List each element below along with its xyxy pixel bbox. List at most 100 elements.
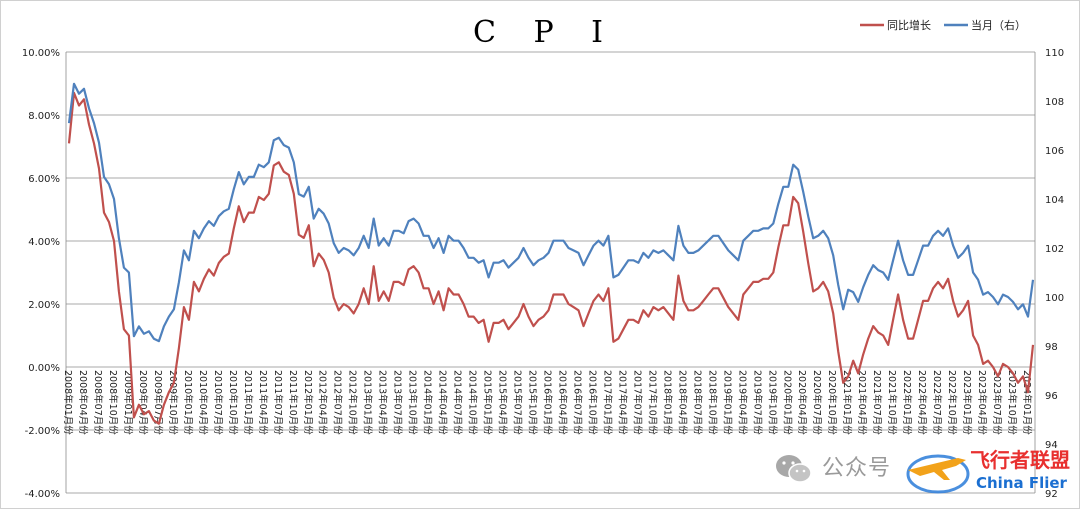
x-tick-label: 2018年10月份: [706, 370, 718, 435]
y-right-tick-label: 98: [1045, 342, 1058, 353]
x-tick-label: 2020年07月份: [811, 370, 823, 435]
x-tick-label: 2015年01月份: [482, 370, 494, 435]
x-tick-label: 2019年04月份: [736, 370, 748, 435]
x-tick-label: 2013年01月份: [362, 370, 374, 435]
watermark-text: 公众号: [822, 456, 892, 481]
x-tick-label: 2012年04月份: [317, 370, 329, 435]
x-tick-label: 2021年10月份: [886, 370, 898, 435]
left-axis-ticks: 10.00% 8.00% 6.00% 4.00% 2.00% 0.00% -2.00% -4.…: [22, 48, 60, 500]
x-tick-label: 2014年04月份: [437, 370, 449, 435]
x-tick-label: 2023年07月份: [991, 370, 1003, 435]
x-tick-label: 2011年04月份: [257, 370, 269, 435]
x-tick-label: 2017年01月份: [601, 370, 613, 435]
x-tick-label: 2012年10月份: [347, 370, 359, 435]
x-tick-label: 2021年01月份: [841, 370, 853, 435]
y-left-tick-label: -4.00%: [25, 489, 60, 500]
x-tick-label: 2024年01月份: [1021, 370, 1033, 435]
x-tick-label: 2019年10月份: [766, 370, 778, 435]
legend: 同比增长 当月（右）: [860, 18, 1026, 32]
y-left-tick-label: 10.00%: [22, 48, 60, 59]
x-tick-label: 2011年01月份: [242, 370, 254, 435]
x-tick-label: 2009年07月份: [152, 370, 164, 435]
x-tick-label: 2016年04月份: [556, 370, 568, 435]
y-right-tick-label: 108: [1045, 97, 1064, 108]
x-tick-label: 2008年01月份: [62, 370, 74, 435]
wechat-icon: [776, 455, 812, 483]
x-tick-label: 2008年04月份: [77, 370, 89, 435]
y-left-tick-label: 4.00%: [28, 237, 60, 248]
y-right-tick-label: 92: [1045, 489, 1058, 500]
chart-title: C P I: [473, 15, 617, 50]
x-tick-label: 2018年04月份: [676, 370, 688, 435]
gridlines: [65, 51, 1036, 494]
y-right-tick-label: 110: [1045, 48, 1064, 59]
x-tick-label: 2010年10月份: [227, 370, 239, 435]
x-tick-label: 2008年10月份: [107, 370, 119, 435]
x-tick-label: 2022年07月份: [931, 370, 943, 435]
x-tick-label: 2019年07月份: [751, 370, 763, 435]
x-tick-label: 2023年10月份: [1006, 370, 1018, 435]
watermark-brand-cn: 飞行者联盟: [970, 448, 1070, 472]
x-tick-label: 2012年07月份: [332, 370, 344, 435]
x-tick-label: 2008年07月份: [92, 370, 104, 435]
watermark-brand-en: China Flier: [976, 474, 1067, 492]
x-tick-label: 2015年10月份: [527, 370, 539, 435]
legend-label-monthly: 当月（右）: [971, 18, 1026, 32]
y-left-tick-label: -2.00%: [25, 426, 60, 437]
x-tick-label: 2017年04月份: [616, 370, 628, 435]
x-tick-label: 2022年01月份: [901, 370, 913, 435]
x-tick-label: 2022年10月份: [946, 370, 958, 435]
x-tick-label: 2021年04月份: [856, 370, 868, 435]
series-line-yoy-growth: [67, 91, 1035, 425]
x-tick-label: 2010年04月份: [197, 370, 209, 435]
x-tick-label: 2013年10月份: [407, 370, 419, 435]
y-right-tick-label: 94: [1045, 440, 1058, 451]
x-tick-label: 2011年07月份: [272, 370, 284, 435]
x-tick-label: 2016年01月份: [542, 370, 554, 435]
x-tick-label: 2009年04月份: [137, 370, 149, 435]
x-tick-label: 2014年10月份: [467, 370, 479, 435]
x-tick-label: 2020年10月份: [826, 370, 838, 435]
x-tick-label: 2023年04月份: [976, 370, 988, 435]
x-tick-label: 2011年10月份: [287, 370, 299, 435]
x-tick-label: 2017年10月份: [646, 370, 658, 435]
y-left-tick-label: 2.00%: [28, 300, 60, 311]
y-right-tick-label: 100: [1045, 293, 1064, 304]
x-tick-label: 2019年01月份: [721, 370, 733, 435]
series-layer: [67, 82, 1035, 425]
y-left-tick-label: 6.00%: [28, 174, 60, 185]
x-tick-label: 2010年07月份: [212, 370, 224, 435]
x-tick-label: 2020年04月份: [796, 370, 808, 435]
x-tick-label: 2015年07月份: [512, 370, 524, 435]
x-tick-label: 2014年07月份: [452, 370, 464, 435]
y-left-tick-label: 0.00%: [28, 363, 60, 374]
y-left-tick-label: 8.00%: [28, 111, 60, 122]
x-tick-label: 2016年10月份: [586, 370, 598, 435]
x-tick-label: 2014年01月份: [422, 370, 434, 435]
x-tick-label: 2013年04月份: [377, 370, 389, 435]
x-tick-label: 2009年10月份: [167, 370, 179, 435]
x-tick-label: 2013年07月份: [392, 370, 404, 435]
x-axis-ticks: 2008年01月份 2008年04月份 2008年07月份 2008年10月份 2009…: [62, 370, 1033, 435]
x-tick-label: 2010年01月份: [182, 370, 194, 435]
y-right-tick-label: 106: [1045, 146, 1064, 157]
legend-label-yoy: 同比增长: [887, 18, 931, 32]
airplane-logo-icon: [906, 454, 970, 494]
x-tick-label: 2016年07月份: [571, 370, 583, 435]
right-axis-ticks: 110 108 106 104 102 100 98 96 94 92: [1045, 48, 1064, 500]
x-tick-label: 2017年07月份: [631, 370, 643, 435]
watermark: 公众号 飞行者联盟 China Flier: [770, 440, 1080, 509]
x-tick-label: 2021年07月份: [871, 370, 883, 435]
y-right-tick-label: 96: [1045, 391, 1058, 402]
series-line-monthly-index: [67, 82, 1035, 343]
x-tick-label: 2023年01月份: [961, 370, 973, 435]
x-tick-label: 2022年04月份: [916, 370, 928, 435]
x-tick-label: 2015年04月份: [497, 370, 509, 435]
y-right-tick-label: 104: [1045, 195, 1064, 206]
x-tick-label: 2012年01月份: [302, 370, 314, 435]
x-tick-label: 2020年01月份: [781, 370, 793, 435]
y-right-tick-label: 102: [1045, 244, 1064, 255]
x-tick-label: 2018年07月份: [691, 370, 703, 435]
